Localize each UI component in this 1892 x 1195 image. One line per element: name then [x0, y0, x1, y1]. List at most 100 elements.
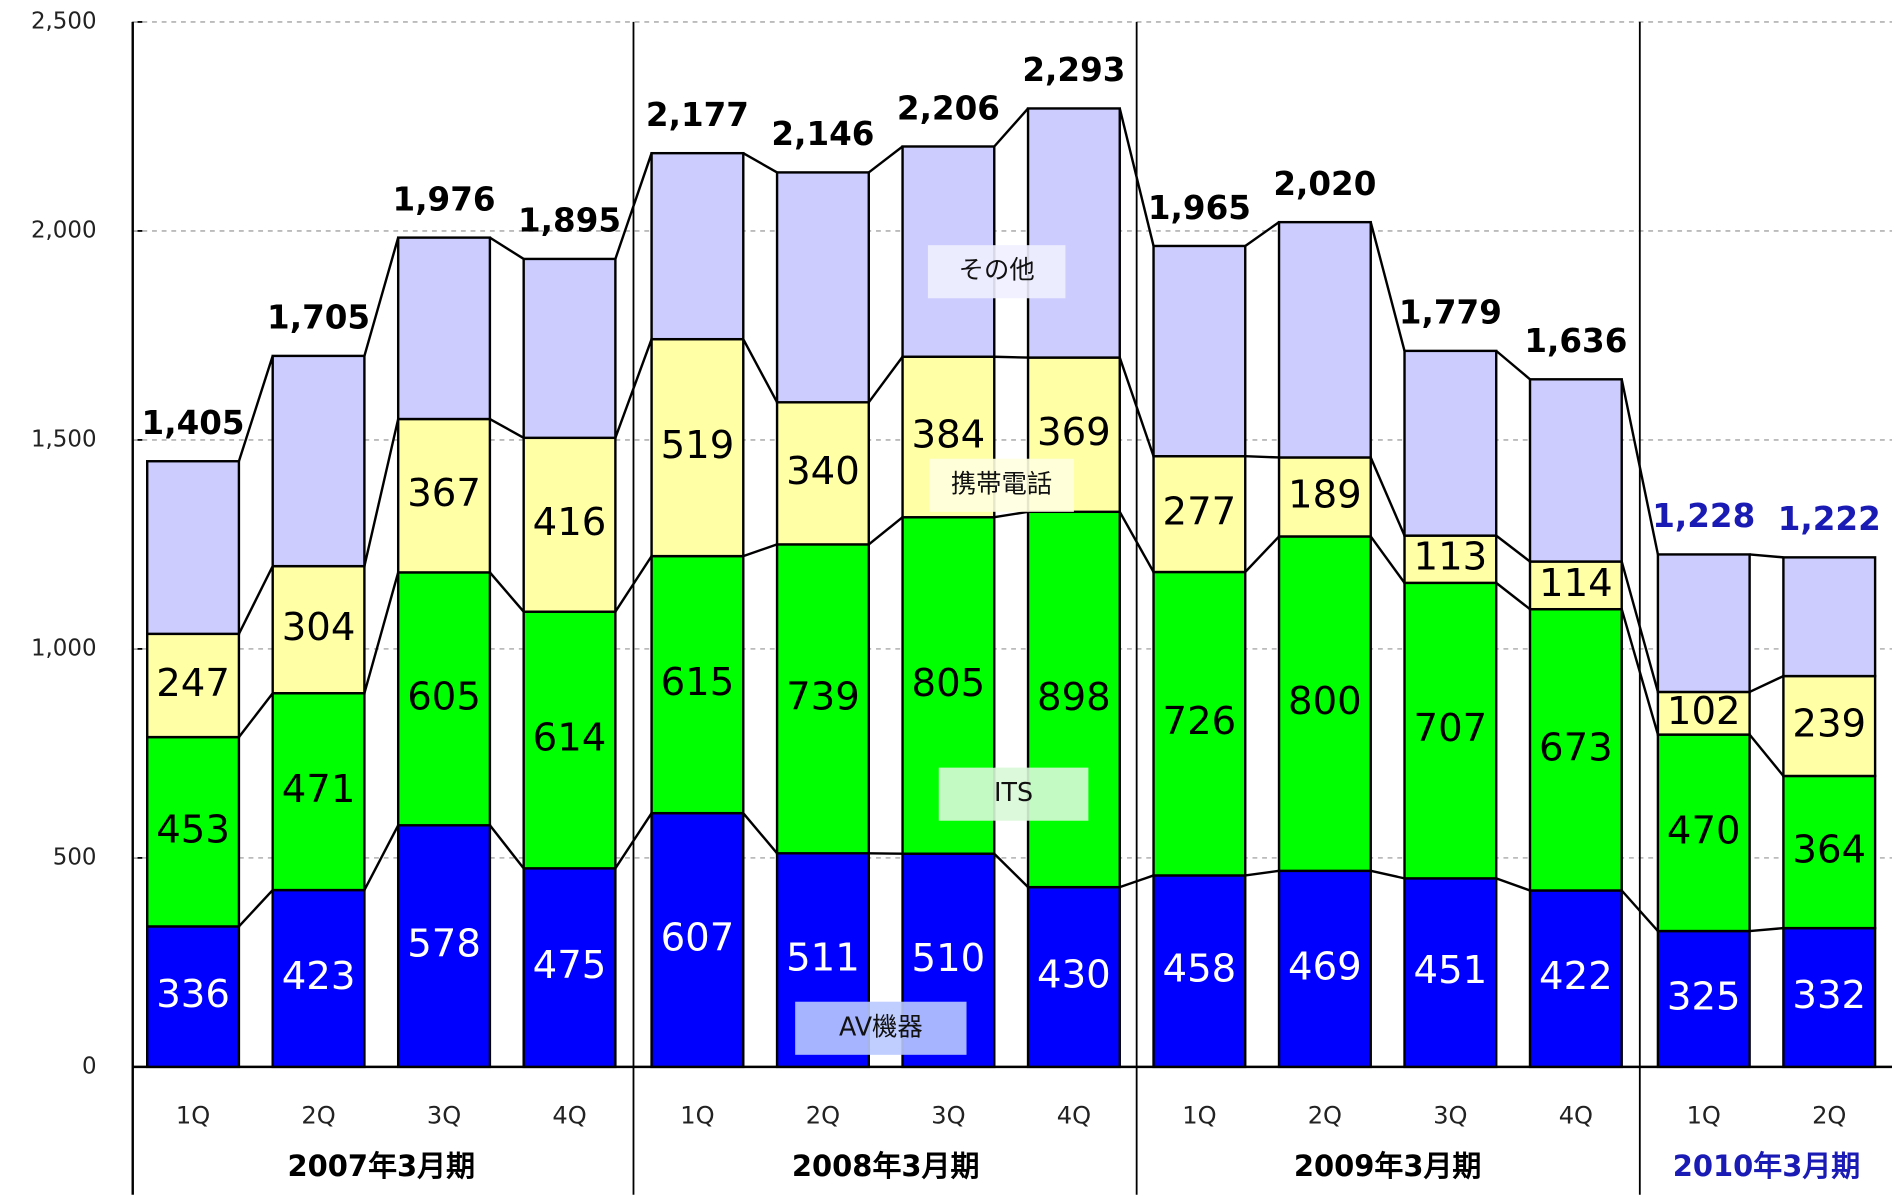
bar-segment [396, 236, 492, 421]
connector [1749, 926, 1784, 933]
y-tick-label: 500 [53, 844, 97, 870]
connector [1370, 869, 1405, 880]
connector [1245, 869, 1280, 877]
connector [1495, 581, 1531, 611]
connector [1118, 357, 1155, 457]
x-tick-label: 4Q [1057, 1101, 1091, 1129]
segment-label: 607 [661, 916, 735, 961]
bar-segment [1277, 535, 1372, 873]
x-tick-label: 3Q [427, 1101, 461, 1129]
bar-segment [522, 610, 617, 870]
x-tick-label: 4Q [552, 1101, 586, 1129]
group-label: 2009年3月期 [1294, 1149, 1482, 1183]
segment-label: 325 [1667, 974, 1741, 1019]
x-tick-label: 2Q [1812, 1101, 1846, 1129]
bar-segment [1528, 607, 1623, 892]
segment-label: 451 [1414, 948, 1488, 993]
series-label-box [938, 767, 1089, 821]
connector [1369, 535, 1406, 584]
connector [1748, 733, 1785, 777]
segment-label: 800 [1288, 679, 1362, 724]
segment-label: 519 [661, 423, 735, 468]
bar-segment [522, 436, 617, 613]
bar-segment [396, 571, 492, 827]
total-label: 1,779 [1399, 294, 1502, 332]
bar-segment [1026, 107, 1121, 359]
bar-segment [1782, 556, 1877, 678]
connector [993, 107, 1029, 148]
segment-label: 707 [1414, 706, 1488, 751]
connector [363, 572, 400, 694]
bar-segment [271, 354, 366, 568]
connector [1620, 379, 1660, 555]
bar-segment [1403, 349, 1498, 537]
x-tick-label: 3Q [1433, 1101, 1467, 1129]
total-label: 2,293 [1022, 51, 1125, 89]
bar-segment [1656, 929, 1751, 1069]
total-label: 1,895 [518, 202, 621, 240]
segment-label: 511 [786, 936, 860, 981]
connector [1749, 553, 1784, 559]
segment-label: 367 [407, 471, 481, 516]
segment-label: 277 [1163, 490, 1237, 535]
bar-segment [1152, 455, 1247, 574]
total-label: 1,636 [1524, 322, 1627, 360]
connector [1244, 221, 1280, 247]
connector [1119, 874, 1154, 889]
bar-segment [1403, 534, 1498, 585]
connector [1620, 561, 1660, 693]
connector [363, 418, 400, 567]
x-tick-label: 4Q [1559, 1101, 1593, 1129]
segment-label: 239 [1792, 702, 1866, 747]
connector [1369, 456, 1406, 537]
x-tick-label: 1Q [680, 1101, 714, 1129]
total-label: 2,177 [646, 96, 749, 134]
group-label: 2007年3月期 [288, 1149, 476, 1183]
segment-label: 475 [533, 943, 607, 988]
segment-label: 369 [1037, 410, 1111, 455]
segment-label: 340 [786, 449, 860, 494]
connector [868, 516, 904, 546]
connector [614, 812, 653, 870]
connector [1369, 221, 1406, 352]
total-label: 1,976 [393, 180, 496, 218]
connector [488, 571, 525, 613]
total-label: 2,206 [897, 89, 1000, 127]
segment-label: 304 [282, 605, 356, 650]
series-label: ITS [994, 777, 1033, 807]
connector [488, 824, 525, 870]
segment-label: 423 [282, 954, 356, 999]
bar-segment [650, 151, 745, 341]
connector [1495, 877, 1531, 892]
bar-segment [271, 888, 366, 1069]
connector [238, 889, 274, 928]
x-tick-label: 1Q [176, 1101, 210, 1129]
bar-segment [396, 417, 492, 574]
bar-segment [1656, 690, 1751, 736]
total-label: 1,965 [1148, 189, 1251, 227]
bar-segment [271, 564, 366, 695]
segment-label: 469 [1288, 944, 1362, 989]
x-tick-label: 1Q [1182, 1101, 1216, 1129]
bar-segment [1152, 570, 1247, 877]
y-tick-label: 2,500 [31, 8, 97, 34]
bar-segment [522, 257, 617, 440]
segment-label: 614 [533, 716, 607, 761]
connector [237, 692, 274, 738]
segment-label: 578 [407, 922, 481, 967]
bar-segment [146, 460, 241, 636]
connector [363, 237, 400, 357]
total-label: 2,020 [1273, 165, 1376, 203]
y-tick-label: 0 [82, 1053, 97, 1079]
segment-label: 430 [1037, 953, 1111, 998]
bar-segment [1782, 674, 1877, 778]
connector [614, 338, 653, 439]
bar-segment [146, 925, 241, 1069]
series-label-box [929, 458, 1074, 512]
segment-label: 384 [912, 412, 986, 457]
connector [489, 417, 525, 439]
connector [237, 355, 274, 462]
bar-segment [1152, 244, 1247, 458]
connector [1495, 349, 1531, 381]
